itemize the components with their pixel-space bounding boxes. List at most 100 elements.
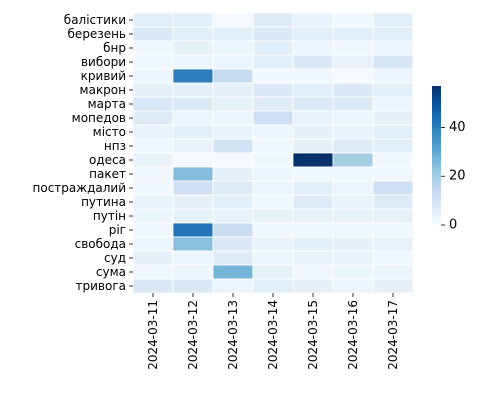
heatmap-cell — [212, 40, 254, 56]
heatmap-cell — [372, 68, 414, 84]
heatmap-cell — [172, 194, 214, 210]
y-tick-label: місто — [93, 125, 126, 139]
heatmap-cell — [212, 236, 254, 252]
heatmap-cell — [212, 194, 254, 210]
heatmap-cell — [332, 82, 374, 98]
heatmap-cell — [332, 26, 374, 42]
colorbar-tick-label: 0 — [449, 218, 457, 233]
heatmap-cell — [252, 222, 294, 238]
heatmap-cell — [212, 208, 254, 224]
heatmap-cell — [172, 124, 214, 140]
y-tick-label: ріг — [109, 223, 126, 237]
y-tick-label: путін — [93, 209, 126, 223]
heatmap-cell — [172, 264, 214, 280]
heatmap-cell — [172, 82, 214, 98]
heatmap-cell — [212, 12, 254, 28]
y-tick-label: балістики — [64, 13, 126, 27]
heatmap-cell — [172, 110, 214, 126]
heatmap-cell — [252, 180, 294, 196]
heatmap-cell — [172, 54, 214, 70]
heatmap-cell — [252, 194, 294, 210]
x-tick-label: 2024-03-17 — [386, 300, 400, 370]
heatmap-cell — [212, 278, 254, 294]
x-tick-label: 2024-03-13 — [226, 300, 240, 370]
colorbar: 0 20 40 — [432, 86, 466, 233]
heatmap-cell — [292, 82, 334, 98]
heatmap-cell — [332, 194, 374, 210]
y-tick-label: березень — [68, 27, 126, 41]
heatmap-cell — [332, 208, 374, 224]
heatmap-cell — [252, 278, 294, 294]
heatmap-cell — [132, 68, 174, 84]
heatmap-cell — [332, 40, 374, 56]
heatmap-cell — [132, 236, 174, 252]
y-tick-label: марта — [88, 97, 126, 111]
heatmap-cell — [212, 124, 254, 140]
heatmap-cell — [332, 278, 374, 294]
heatmap-cell — [212, 250, 254, 266]
x-tick-label: 2024-03-15 — [306, 300, 320, 370]
x-tick-label: 2024-03-11 — [146, 300, 160, 370]
heatmap-cell — [252, 166, 294, 182]
heatmap-cell — [292, 12, 334, 28]
heatmap-cell — [252, 138, 294, 154]
heatmap-cells — [132, 12, 414, 294]
y-tick-label: тривога — [76, 279, 126, 293]
heatmap-cell — [132, 166, 174, 182]
y-tick-label: макрон — [80, 83, 126, 97]
heatmap-cell — [292, 124, 334, 140]
heatmap-cell — [372, 278, 414, 294]
heatmap-cell — [172, 278, 214, 294]
heatmap-cell — [332, 138, 374, 154]
heatmap-cell — [332, 222, 374, 238]
heatmap-cell — [212, 82, 254, 98]
heatmap-cell — [172, 96, 214, 112]
heatmap-cell — [372, 110, 414, 126]
y-tick-label: свобода — [75, 237, 126, 251]
heatmap-cell — [132, 82, 174, 98]
y-tick-label: мопедов — [72, 111, 126, 125]
y-axis-labels: балістикиберезеньбнрвиборикривиймакронма… — [33, 13, 133, 293]
heatmap-cell — [332, 152, 374, 168]
heatmap-cell — [212, 68, 254, 84]
heatmap-cell — [212, 138, 254, 154]
heatmap-cell — [132, 250, 174, 266]
heatmap-cell — [332, 180, 374, 196]
heatmap-cell — [132, 12, 174, 28]
heatmap-cell — [372, 12, 414, 28]
heatmap-cell — [172, 12, 214, 28]
heatmap-cell — [252, 40, 294, 56]
heatmap-cell — [212, 222, 254, 238]
heatmap-cell — [292, 96, 334, 112]
y-tick-label: постраждалий — [33, 181, 126, 195]
x-axis-labels: 2024-03-11 2024-03-12 2024-03-13 2024-03-14… — [146, 293, 400, 370]
y-tick-label: кривий — [81, 69, 126, 83]
y-tick-label: бнр — [103, 41, 126, 55]
x-tick-label: 2024-03-16 — [346, 300, 360, 370]
y-tick-label: нпз — [104, 139, 126, 153]
heatmap-cell — [172, 138, 214, 154]
heatmap-cell — [172, 208, 214, 224]
heatmap-cell — [372, 124, 414, 140]
colorbar-ticks: 0 20 40 — [441, 120, 466, 233]
heatmap-cell — [332, 68, 374, 84]
heatmap-cell — [252, 264, 294, 280]
heatmap-cell — [252, 82, 294, 98]
heatmap-cell — [292, 208, 334, 224]
heatmap-cell — [372, 250, 414, 266]
heatmap-cell — [132, 222, 174, 238]
heatmap-cell — [212, 152, 254, 168]
heatmap-cell — [212, 96, 254, 112]
heatmap-cell — [332, 236, 374, 252]
y-tick-label: суд — [104, 251, 126, 265]
heatmap-cell — [252, 12, 294, 28]
heatmap-cell — [332, 96, 374, 112]
heatmap-cell — [332, 264, 374, 280]
heatmap-cell — [252, 96, 294, 112]
heatmap-cell — [172, 222, 214, 238]
heatmap-cell — [292, 236, 334, 252]
heatmap-cell — [132, 54, 174, 70]
heatmap-cell — [292, 222, 334, 238]
heatmap-cell — [292, 278, 334, 294]
heatmap-cell — [172, 166, 214, 182]
